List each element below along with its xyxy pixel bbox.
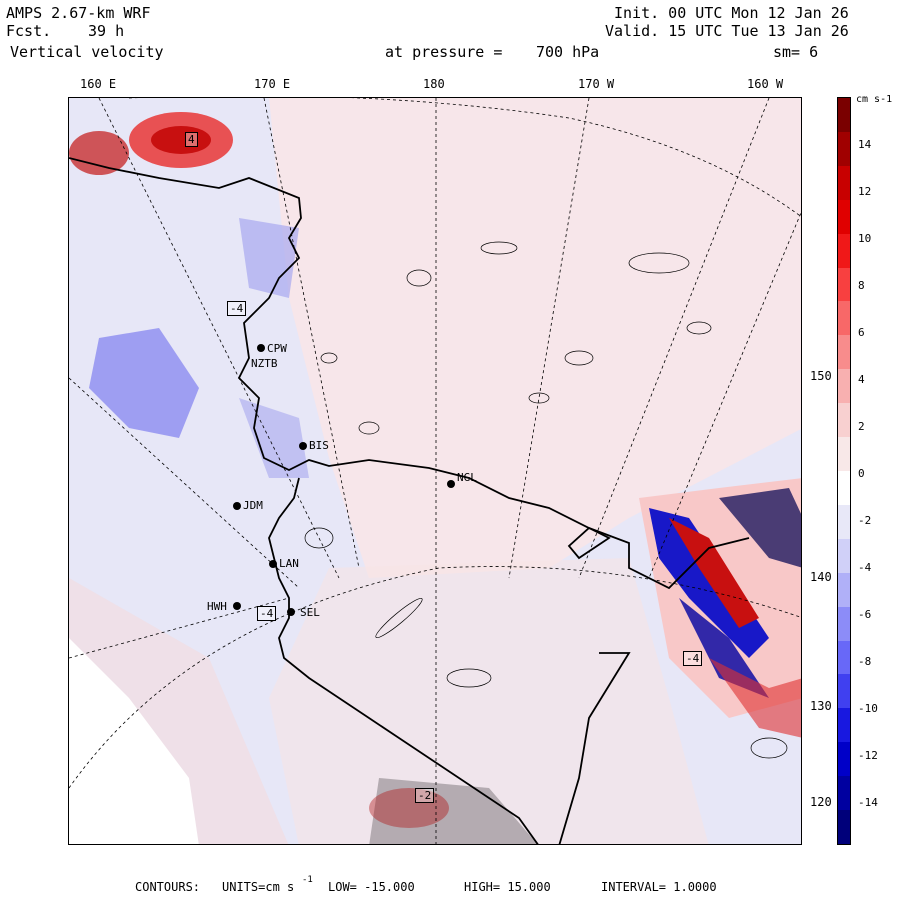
colorbar-segment: [838, 572, 850, 608]
station-sel: SEL: [300, 606, 320, 619]
coastline: [69, 157, 750, 844]
colorbar-tick-label: -6: [858, 608, 872, 621]
init-time: Init. 00 UTC Mon 12 Jan 26: [614, 4, 849, 22]
colorbar: [837, 97, 851, 845]
colorbar-segment: [838, 471, 850, 506]
colorbar-segment: [838, 98, 850, 133]
colorbar-segment: [838, 335, 850, 370]
map-panel: CPW NZTB BIS NGL JDM LAN SEL HWH 4 -4 -4…: [68, 97, 802, 845]
station-dot-lan: [269, 560, 277, 568]
contour-label-box: -4: [257, 606, 277, 621]
lon-label-160w: 160 W: [747, 77, 784, 91]
station-dot-ngl: [447, 480, 455, 488]
level-value: 700 hPa: [536, 43, 600, 61]
forecast-hour: 39 h: [88, 22, 125, 40]
contour-label-box: 4: [185, 132, 198, 147]
station-ngl: NGL: [457, 471, 477, 484]
colorbar-tick-label: -12: [858, 749, 878, 762]
footer-high: HIGH= 15.000: [464, 880, 551, 894]
colorbar-tick-label: -10: [858, 702, 878, 715]
station-lan: LAN: [279, 557, 299, 570]
colorbar-segment: [838, 640, 850, 675]
colorbar-tick-label: 0: [858, 467, 865, 480]
colorbar-segment: [838, 810, 850, 845]
colorbar-segment: [838, 165, 850, 201]
colorbar-tick-label: 2: [858, 420, 865, 433]
contour-lines: [304, 241, 788, 759]
colorbar-segment: [838, 199, 850, 235]
lon-label-160e: 160 E: [80, 77, 117, 91]
map-canvas: [69, 98, 801, 844]
colorbar-tick-label: -8: [858, 655, 872, 668]
footer-units-exponent: -1: [302, 875, 313, 885]
model-title: AMPS 2.67-km WRF: [6, 4, 151, 22]
colorbar-segment: [838, 504, 850, 540]
valid-time: Valid. 15 UTC Tue 13 Jan 26: [605, 22, 849, 40]
lon-label-180: 180: [423, 77, 445, 91]
contour-label-box: -4: [683, 651, 703, 666]
footer-low: LOW= -15.000: [328, 880, 415, 894]
colorbar-tick-label: 12: [858, 185, 872, 198]
station-dot-sel: [287, 608, 295, 616]
footer-interval: INTERVAL= 1.0000: [601, 880, 717, 894]
station-nztb: NZTB: [251, 357, 278, 370]
station-jdm: JDM: [243, 499, 263, 512]
contour-label-box: -4: [227, 301, 247, 316]
station-dot-cpw: [257, 344, 265, 352]
colorbar-tick-label: 14: [858, 138, 872, 151]
colorbar-segment: [838, 131, 850, 167]
colorbar-tick-label: -4: [858, 561, 872, 574]
colorbar-segment: [838, 538, 850, 574]
station-dot-hwh: [233, 602, 241, 610]
colorbar-segment: [838, 301, 850, 336]
lon-label-170w: 170 W: [578, 77, 615, 91]
colorbar-segment: [838, 437, 850, 472]
footer-units: UNITS=cm s: [222, 880, 295, 894]
station-dot-bis: [299, 442, 307, 450]
footer-contours-label: CONTOURS:: [135, 880, 201, 894]
colorbar-tick-label: 4: [858, 373, 865, 386]
graticule-lines: [69, 98, 801, 844]
station-dot-jdm: [233, 502, 241, 510]
station-bis: BIS: [309, 439, 329, 452]
colorbar-tick-label: 8: [858, 279, 865, 292]
colorbar-tick-label: -2: [858, 514, 872, 527]
station-cpw: CPW: [267, 342, 287, 355]
smoothing-value: sm= 6: [773, 43, 819, 61]
level-label: at pressure =: [385, 43, 503, 61]
colorbar-segment: [838, 606, 850, 642]
colorbar-tick-label: 6: [858, 326, 865, 339]
variable-name: Vertical velocity: [10, 43, 164, 61]
colorbar-segment: [838, 674, 850, 709]
colorbar-tick-label: -14: [858, 796, 878, 809]
lon-label-170e: 170 E: [254, 77, 291, 91]
colorbar-segment: [838, 233, 850, 269]
colorbar-tick-label: 10: [858, 232, 872, 245]
colorbar-segment: [838, 708, 850, 743]
colorbar-segment: [838, 742, 850, 777]
colorbar-segment: [838, 403, 850, 438]
colorbar-unit: cm s-1: [856, 94, 893, 105]
station-hwh: HWH: [207, 600, 227, 613]
forecast-label: Fcst.: [6, 22, 52, 40]
colorbar-segment: [838, 776, 850, 811]
colorbar-segment: [838, 267, 850, 302]
contour-label-box: -2: [415, 788, 435, 803]
colorbar-segment: [838, 369, 850, 404]
